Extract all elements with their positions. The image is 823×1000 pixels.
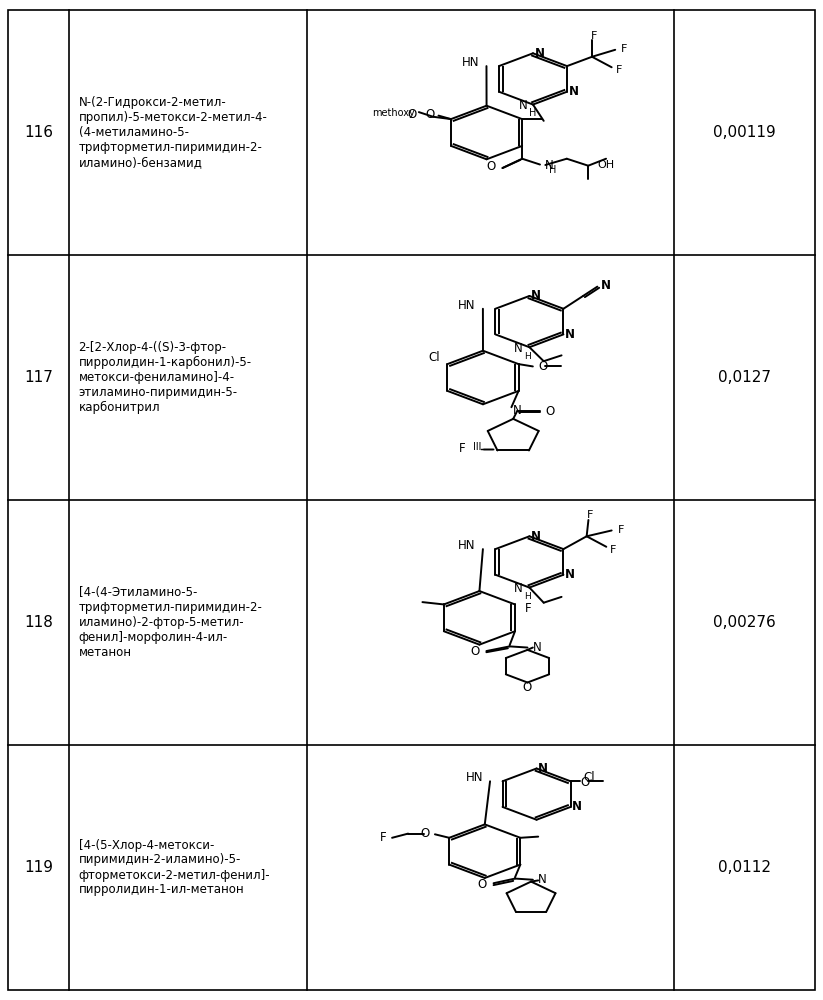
Text: F: F [591, 31, 597, 41]
Text: N: N [531, 530, 541, 543]
Text: F: F [617, 525, 624, 535]
Text: N: N [531, 289, 541, 302]
Text: [4-(5-Хлор-4-метокси-
пиримидин-2-иламино)-5-
фторметокси-2-метил-фенил]-
пиррол: [4-(5-Хлор-4-метокси- пиримидин-2-иламин… [78, 838, 270, 896]
Text: [4-(4-Этиламино-5-
трифторметил-пиримидин-2-
иламино)-2-фтор-5-метил-
фенил]-мор: [4-(4-Этиламино-5- трифторметил-пиримиди… [78, 586, 263, 659]
Text: 0,00119: 0,00119 [713, 125, 775, 140]
Text: F: F [525, 602, 532, 615]
Text: N: N [513, 404, 521, 417]
Text: OH: OH [597, 160, 614, 170]
Text: N: N [538, 762, 548, 775]
Text: O: O [470, 645, 479, 658]
Text: 116: 116 [24, 125, 53, 140]
Text: 0,0112: 0,0112 [718, 860, 770, 875]
Text: O: O [486, 160, 495, 173]
Text: F: F [610, 545, 616, 555]
Text: F: F [587, 510, 593, 520]
Text: N-(2-Гидрокси-2-метил-
пропил)-5-метокси-2-метил-4-
(4-метиламино-5-
трифтормети: N-(2-Гидрокси-2-метил- пропил)-5-метокси… [78, 96, 267, 169]
Text: 2-[2-Хлор-4-((S)-3-фтор-
пирролидин-1-карбонил)-5-
метокси-фениламино]-4-
этилам: 2-[2-Хлор-4-((S)-3-фтор- пирролидин-1-ка… [78, 341, 252, 414]
Text: F: F [616, 65, 622, 75]
Text: H: H [529, 108, 537, 118]
Text: F: F [621, 44, 627, 54]
Text: O: O [538, 360, 547, 373]
Text: 0,0127: 0,0127 [718, 370, 770, 385]
Text: 0,00276: 0,00276 [713, 615, 775, 630]
Text: 118: 118 [24, 615, 53, 630]
Text: N: N [532, 641, 542, 654]
Text: O: O [580, 776, 590, 789]
Text: H: H [524, 352, 531, 361]
Text: HN: HN [458, 539, 476, 552]
Text: N: N [569, 85, 579, 98]
Text: H: H [524, 592, 531, 601]
Text: Cl: Cl [429, 351, 440, 364]
Text: N: N [534, 47, 545, 60]
Text: H: H [549, 165, 556, 175]
Text: O: O [408, 108, 417, 121]
Text: methoxy: methoxy [373, 108, 416, 118]
Text: N: N [514, 582, 523, 595]
Text: O: O [477, 878, 486, 891]
Text: Cl: Cl [583, 771, 595, 784]
Text: O: O [523, 681, 532, 694]
Text: N: N [565, 568, 574, 581]
Text: N: N [565, 328, 574, 341]
Text: N: N [514, 342, 523, 355]
Text: Ill: Ill [473, 442, 481, 452]
Text: 119: 119 [24, 860, 53, 875]
Text: O: O [425, 108, 435, 121]
Text: N: N [518, 99, 528, 112]
Text: HN: HN [462, 56, 479, 69]
Text: F: F [380, 831, 387, 844]
Text: HN: HN [458, 299, 476, 312]
Text: N: N [572, 800, 582, 813]
Text: O: O [546, 405, 555, 418]
Text: N: N [546, 159, 554, 172]
Text: N: N [601, 279, 611, 292]
Text: O: O [421, 827, 430, 840]
Text: F: F [458, 442, 465, 455]
Text: 117: 117 [24, 370, 53, 385]
Text: HN: HN [465, 771, 483, 784]
Text: N: N [538, 873, 547, 886]
